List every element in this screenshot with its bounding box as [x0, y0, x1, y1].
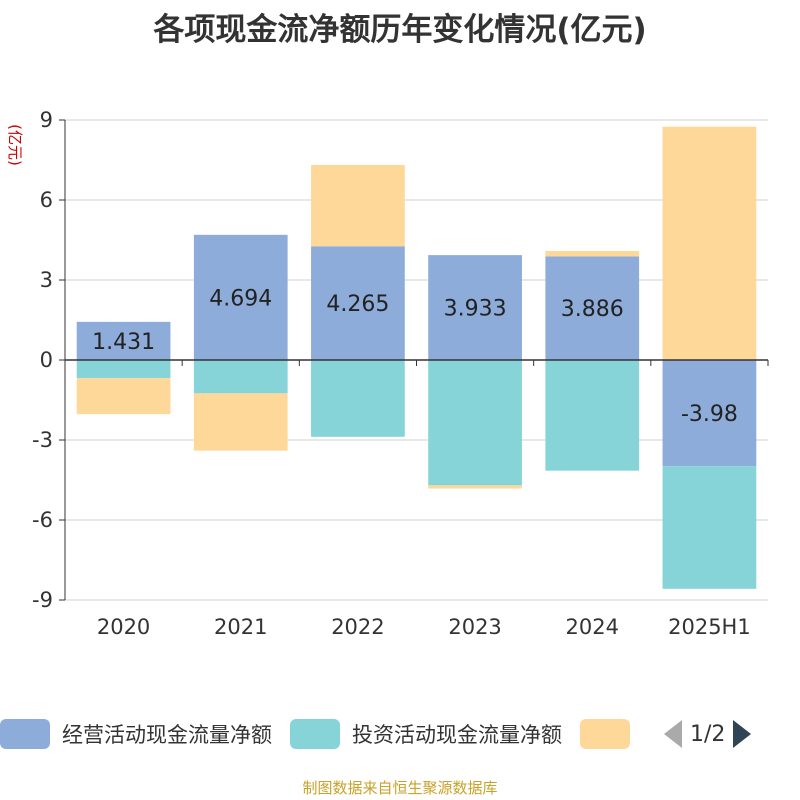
bar-series0 [311, 246, 405, 360]
x-tick-label: 2025H1 [668, 615, 751, 639]
y-axis-unit-label: (亿元) [6, 124, 24, 166]
bar-data-label: 4.694 [209, 286, 272, 311]
bar-series1 [545, 360, 640, 471]
x-tick-label: 2023 [448, 615, 501, 639]
y-tick-label: 3 [40, 268, 53, 292]
bar-series2 [545, 251, 640, 257]
bar-series2 [662, 126, 757, 361]
legend-swatch-investing [290, 719, 340, 749]
chart-title: 各项现金流净额历年变化情况(亿元) [153, 12, 647, 48]
bar-series2 [193, 393, 288, 451]
bar-series1 [662, 466, 757, 589]
legend-label-operating: 经营活动现金流量净额 [62, 723, 272, 747]
x-tick-label: 2024 [566, 615, 619, 639]
bar-data-label: -3.98 [681, 402, 738, 427]
bar-series0 [545, 256, 640, 360]
legend-swatch-financing [580, 719, 630, 749]
bar-data-label: 3.886 [561, 297, 624, 322]
legend-prev-arrow-icon[interactable] [664, 720, 682, 748]
bar-series2 [311, 164, 405, 247]
bar-data-label: 4.265 [326, 292, 389, 317]
bar-data-label: 1.431 [92, 330, 155, 355]
y-tick-label: -6 [32, 508, 53, 532]
x-tick-label: 2020 [97, 615, 150, 639]
bar-series1 [311, 360, 405, 437]
bar-series2 [76, 378, 171, 415]
y-tick-label: -3 [32, 428, 53, 452]
bar-series1 [428, 360, 522, 486]
legend-label-investing: 投资活动现金流量净额 [352, 723, 562, 747]
x-tick-label: 2022 [331, 615, 384, 639]
source-note: 制图数据来自恒生聚源数据库 [302, 779, 498, 797]
x-tick-label: 2021 [214, 615, 267, 639]
chart-plot: (亿元) 9 6 3 0 -3 -6 -9 1.431 4.694 4.265 3.933 3.886 -… [6, 108, 769, 639]
legend-item-financing[interactable] [580, 719, 642, 749]
y-tick-label: 6 [40, 188, 53, 212]
legend-item-investing[interactable]: 投资活动现金流量净额 [290, 719, 562, 749]
bar-series1 [76, 360, 171, 379]
legend-pager: 1/2 [664, 720, 752, 748]
legend-item-operating[interactable]: 经营活动现金流量净额 [0, 719, 272, 749]
y-tick-label: 0 [40, 348, 53, 372]
legend: 经营活动现金流量净额 投资活动现金流量净额 1/2 [0, 716, 800, 752]
bar-series1 [193, 360, 288, 394]
bar-data-label: 3.933 [444, 297, 507, 322]
y-tick-label: 9 [40, 108, 53, 132]
legend-next-arrow-icon[interactable] [733, 720, 752, 748]
bar-series0 [428, 255, 522, 360]
y-tick-label: -9 [32, 588, 53, 612]
bar-series0 [662, 360, 757, 467]
bar-series0 [193, 234, 288, 360]
legend-swatch-operating [0, 719, 50, 749]
bar-series0 [76, 321, 171, 360]
legend-page-indicator: 1/2 [690, 721, 726, 747]
bar-series2 [428, 485, 522, 489]
